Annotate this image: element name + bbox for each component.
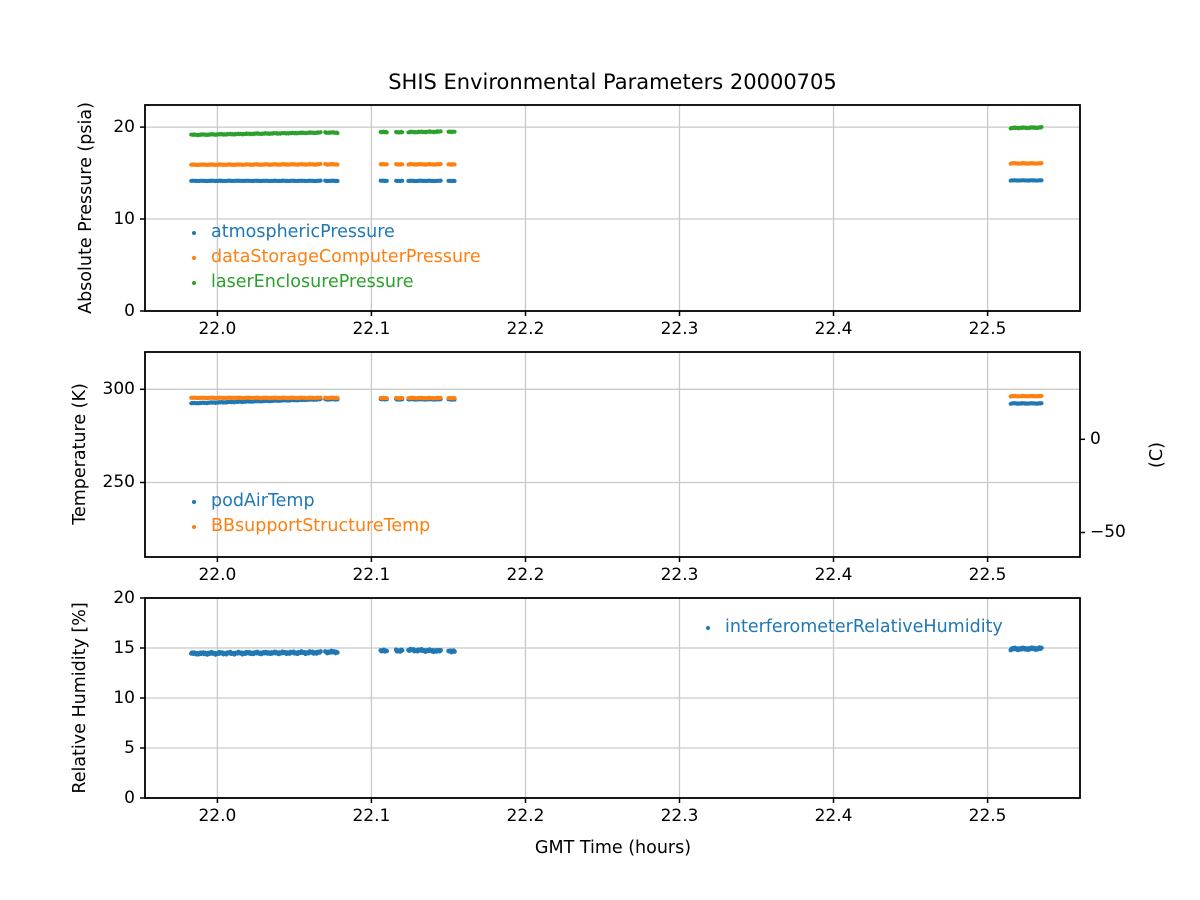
x-tick-label: 22.4 <box>814 319 853 339</box>
x-axis-label: GMT Time (hours) <box>534 838 692 858</box>
legend-label: podAirTemp <box>211 490 315 511</box>
x-tick-label: 22.2 <box>506 319 545 339</box>
legend-item: atmosphericPressure <box>186 220 481 245</box>
legend-label: BBsupportStructureTemp <box>211 515 431 536</box>
pressure-legend: atmosphericPressure dataStorageComputerP… <box>186 220 481 295</box>
series-marker-icon <box>192 499 196 504</box>
celsius-tick-label: −50 <box>1090 522 1126 543</box>
x-tick-label: 22.1 <box>352 565 391 585</box>
x-tick-label: 22.3 <box>660 565 699 585</box>
pressure-plot <box>140 104 1081 316</box>
x-tick-label: 22.5 <box>968 319 1007 339</box>
temperature-y-axis-label: Temperature (K) <box>70 383 90 525</box>
legend-item: BBsupportStructureTemp <box>186 514 430 539</box>
x-tick-label: 22.3 <box>660 319 699 339</box>
pressure-y-axis-label: Absolute Pressure (psia) <box>76 102 96 314</box>
legend-item: interferometerRelativeHumidity <box>700 615 1003 640</box>
y-tick-label: 5 <box>124 738 135 758</box>
legend-label: interferometerRelativeHumidity <box>725 616 1003 637</box>
legend-item: podAirTemp <box>186 489 430 514</box>
celsius-tick-label: 0 <box>1090 429 1101 450</box>
legend-label: atmosphericPressure <box>211 221 395 242</box>
temperature-plot-area <box>140 351 1085 562</box>
legend-item: dataStorageComputerPressure <box>186 245 481 270</box>
series-marker-icon <box>192 280 196 285</box>
series-marker-icon <box>706 625 710 630</box>
x-tick-label: 22.1 <box>352 806 391 826</box>
x-tick-label: 22.2 <box>506 806 545 826</box>
x-tick-label: 22.5 <box>968 565 1007 585</box>
legend-item: laserEnclosurePressure <box>186 270 481 295</box>
humidity-plot <box>140 597 1081 803</box>
x-tick-label: 22.0 <box>198 565 237 585</box>
x-tick-label: 22.1 <box>352 319 391 339</box>
x-tick-label: 22.0 <box>198 319 237 339</box>
series-marker-icon <box>192 230 196 235</box>
legend-label: laserEnclosurePressure <box>211 271 414 292</box>
y-tick-label: 250 <box>102 472 135 493</box>
x-tick-label: 22.3 <box>660 806 699 826</box>
series-marker-icon <box>192 524 196 529</box>
series-marker-icon <box>192 255 196 260</box>
y-tick-label: 10 <box>113 688 135 708</box>
celsius-axis-label: (C) <box>1147 442 1167 468</box>
humidity-y-axis-label: Relative Humidity [%] <box>70 602 90 794</box>
legend-label: dataStorageComputerPressure <box>211 246 481 267</box>
x-tick-label: 22.4 <box>814 565 853 585</box>
x-tick-label: 22.4 <box>814 806 853 826</box>
chart-title: SHIS Environmental Parameters 20000705 <box>388 70 837 94</box>
humidity-legend: interferometerRelativeHumidity <box>700 615 1003 640</box>
humidity-plot-area <box>140 597 1081 803</box>
temperature-plot <box>140 351 1085 562</box>
x-tick-label: 22.2 <box>506 565 545 585</box>
y-tick-label: 0 <box>124 301 135 321</box>
x-tick-label: 22.5 <box>968 806 1007 826</box>
y-tick-label: 0 <box>124 788 135 808</box>
y-tick-label: 300 <box>102 379 135 400</box>
y-tick-label: 20 <box>113 588 135 608</box>
y-tick-label: 20 <box>113 117 135 138</box>
x-tick-label: 22.0 <box>198 806 237 826</box>
temperature-legend: podAirTemp BBsupportStructureTemp <box>186 489 430 539</box>
y-tick-label: 15 <box>113 638 135 658</box>
y-tick-label: 10 <box>113 209 135 230</box>
pressure-plot-area <box>140 104 1081 316</box>
